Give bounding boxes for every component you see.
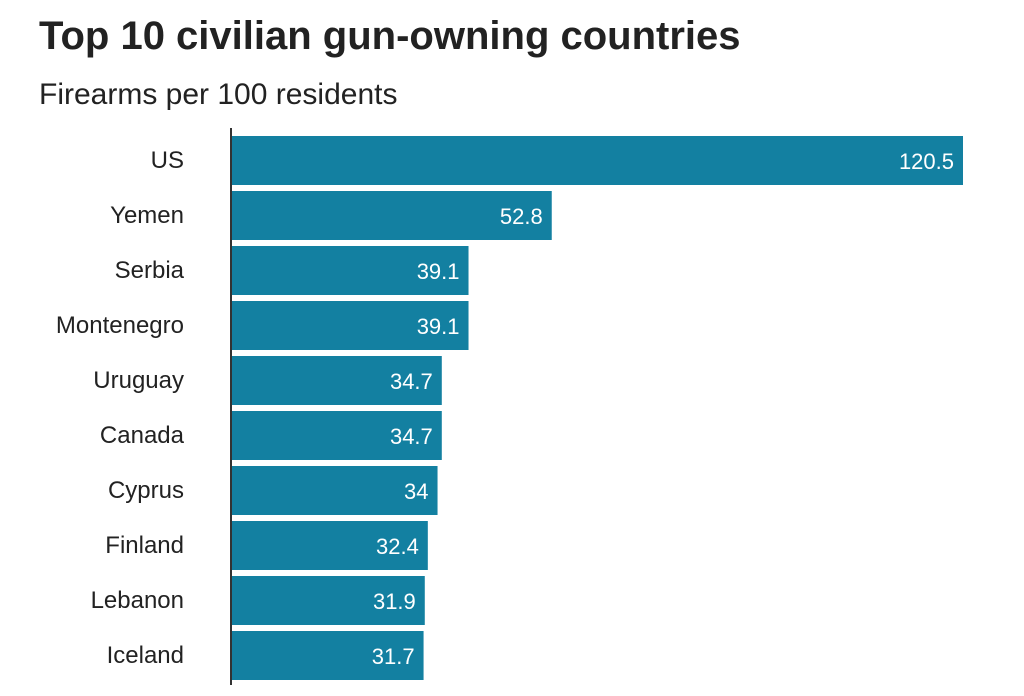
category-label-us: US: [151, 147, 184, 174]
bar-montenegro: [231, 301, 469, 350]
category-label-lebanon: Lebanon: [91, 587, 184, 614]
category-label-finland: Finland: [105, 532, 184, 559]
category-label-cyprus: Cyprus: [108, 477, 184, 504]
bar-iceland: [231, 631, 424, 680]
value-label-finland: 32.4: [376, 534, 419, 559]
category-label-uruguay: Uruguay: [93, 367, 184, 394]
value-label-serbia: 39.1: [417, 259, 460, 284]
category-label-yemen: Yemen: [110, 202, 184, 229]
value-label-canada: 34.7: [390, 424, 433, 449]
bar-finland: [231, 521, 428, 570]
chart-title: Top 10 civilian gun-owning countries: [39, 14, 741, 58]
value-label-yemen: 52.8: [500, 204, 543, 229]
bar-uruguay: [231, 356, 442, 405]
category-label-iceland: Iceland: [107, 642, 184, 669]
bar-lebanon: [231, 576, 425, 625]
value-label-lebanon: 31.9: [373, 589, 416, 614]
chart-subtitle: Firearms per 100 residents: [39, 78, 398, 111]
value-label-cyprus: 34: [404, 479, 428, 504]
value-label-iceland: 31.7: [372, 644, 415, 669]
category-label-canada: Canada: [100, 422, 185, 449]
bars-group: US 120.5 Yemen 52.8 Serbia 39.1 Montenegro 39.1…: [56, 136, 963, 680]
bar-serbia: [231, 246, 469, 295]
category-label-serbia: Serbia: [115, 257, 185, 284]
bar-yemen: [231, 191, 552, 240]
category-label-montenegro: Montenegro: [56, 312, 184, 339]
bar-cyprus: [231, 466, 438, 515]
bar-canada: [231, 411, 442, 460]
bar-us: [231, 136, 963, 185]
value-label-montenegro: 39.1: [417, 314, 460, 339]
value-label-us: 120.5: [899, 149, 954, 174]
value-label-uruguay: 34.7: [390, 369, 433, 394]
